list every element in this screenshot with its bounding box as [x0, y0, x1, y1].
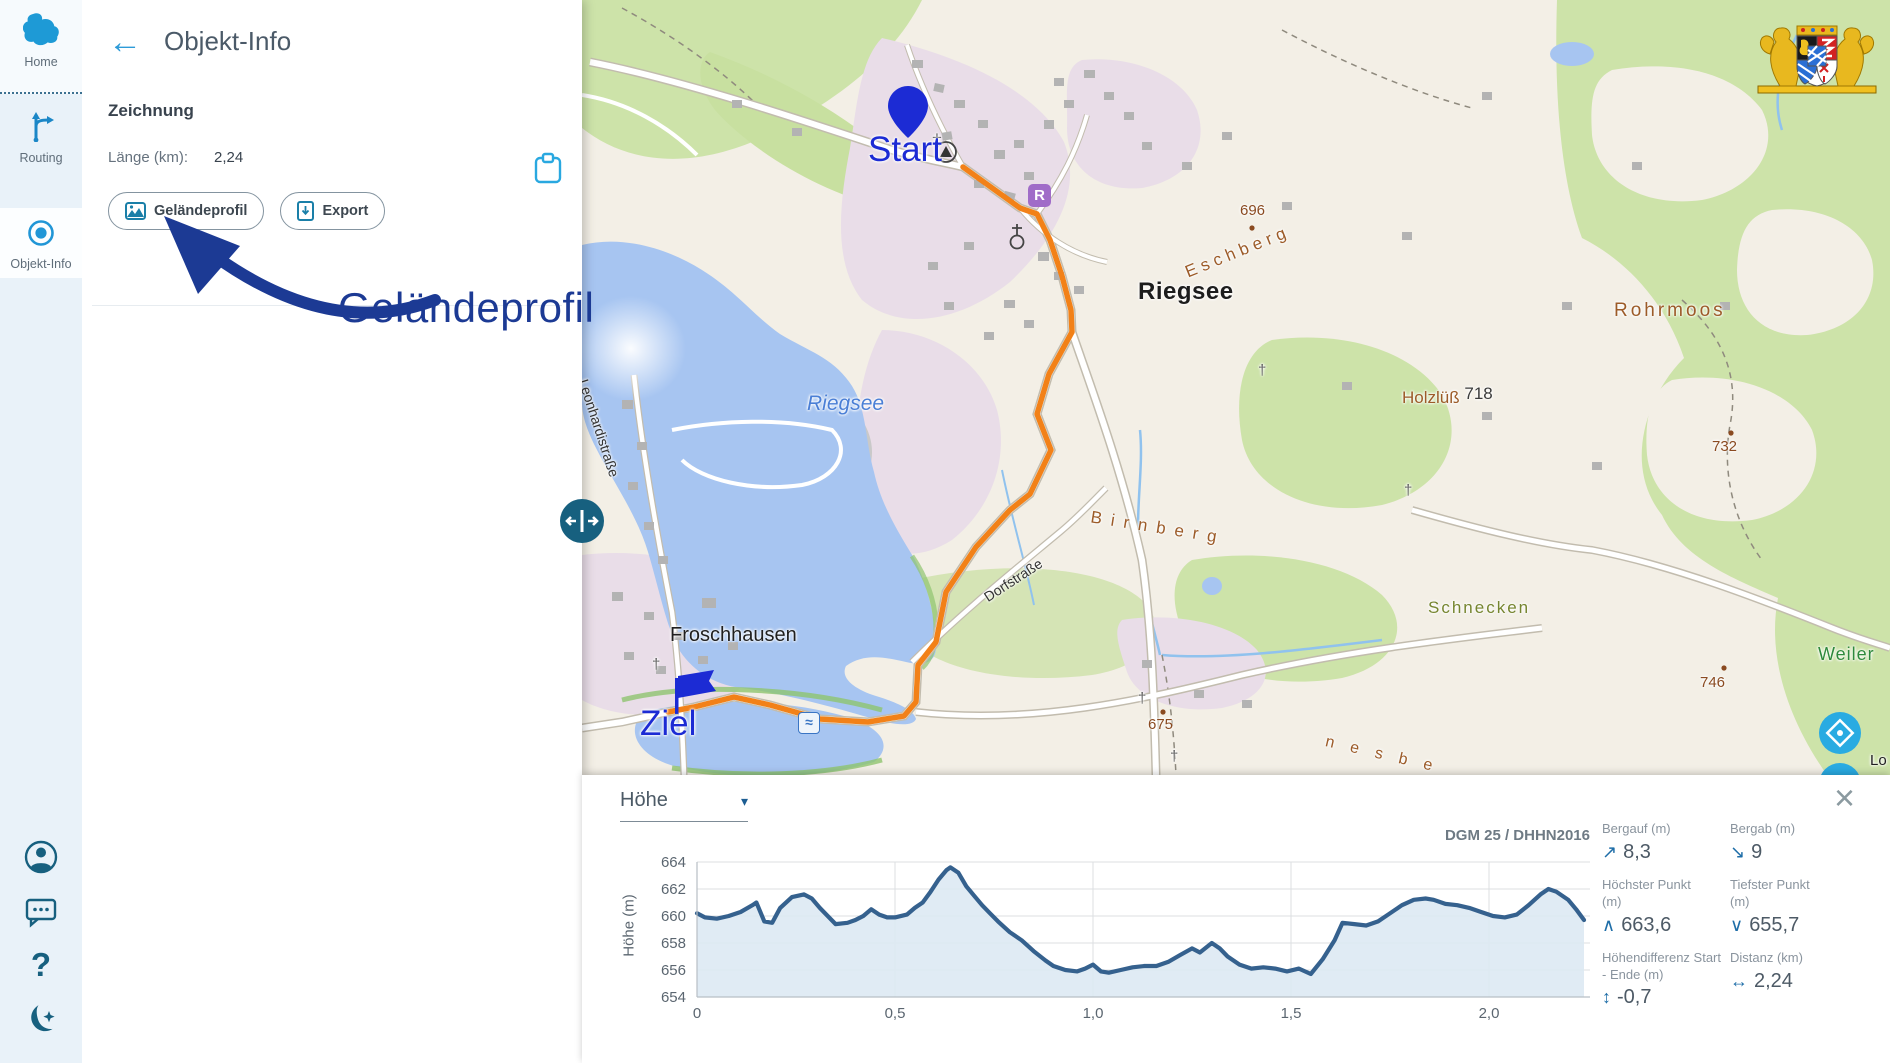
stat-hoechster-punkt: Höchster Punkt (m) ∧ 663,6: [1602, 876, 1691, 936]
account-icon[interactable]: [23, 839, 59, 875]
ziel-flag-icon: [675, 670, 716, 714]
feedback-chat-icon[interactable]: [23, 893, 59, 929]
peak-arrow-icon: ∧: [1602, 914, 1616, 935]
map-spot-696: 696: [1240, 202, 1266, 219]
wayside-cross-icon: †: [1258, 362, 1267, 379]
help-icon[interactable]: ?: [30, 946, 52, 983]
map-spot-746: 746: [1700, 674, 1726, 691]
bavaria-coat-of-arms: [1757, 25, 1877, 94]
routing-icon: [32, 112, 54, 143]
restaurant-badge: R: [1028, 184, 1051, 207]
sidebar-item-home[interactable]: Home: [0, 0, 82, 94]
locate-button-icon: [1819, 712, 1861, 775]
sidebar-item-objekt-info[interactable]: Objekt-Info: [0, 208, 82, 278]
start-pin-icon: [888, 86, 928, 138]
elevation-stats: Bergauf (m) ↗ 8,3 Bergab (m) ↘ 9 Höchster …: [1602, 821, 1890, 1009]
x-tick: 0: [692, 1005, 702, 1022]
map-canvas[interactable]: Riegsee Riegsee Froschhausen Eschberg Ro…: [582, 0, 1890, 775]
wayside-cross-icon: †: [1404, 482, 1413, 499]
panel-title: Objekt-Info: [164, 26, 292, 56]
x-tick: 0,5: [884, 1005, 906, 1022]
stat-tiefster-punkt: Tiefster Punkt (m) ∨ 655,7: [1730, 876, 1810, 936]
y-tick: 658: [660, 935, 686, 952]
sidebar: Home Routing Objekt-Info ?: [0, 0, 82, 1063]
start-marker-label: Start: [868, 130, 942, 169]
map-label-holzluess-elev: 718: [1464, 384, 1493, 403]
profile-attribute-select[interactable]: Höhe ▾: [620, 789, 748, 822]
building-cluster: [612, 60, 1730, 708]
stat-bergauf: Bergauf (m) ↗ 8,3: [1602, 821, 1671, 863]
stat-hoehendifferenz: Höhendifferenz Start - Ende (m) ↕ -0,7: [1602, 949, 1721, 1009]
map-label-lake: Riegsee: [807, 392, 885, 415]
copy-clipboard-icon[interactable]: [534, 152, 562, 184]
map-spot-732: 732: [1712, 438, 1738, 455]
y-tick: 660: [660, 908, 686, 925]
wayside-cross-icon: †: [1138, 690, 1147, 707]
map-label-town: Riegsee: [1138, 278, 1234, 305]
map-spot-675: 675: [1148, 716, 1174, 733]
sidebar-item-routing[interactable]: Routing: [0, 94, 82, 186]
profile-attribute-select-value: Höhe: [620, 789, 668, 811]
map-label-holzluess: Holzlüß 718: [1402, 384, 1493, 407]
chart-y-axis-title: Höhe (m): [620, 894, 638, 957]
length-label: Länge (km):: [108, 149, 189, 166]
church-cross-icon: +: [932, 128, 942, 147]
y-tick: 654: [660, 989, 686, 1006]
elevation-area: [697, 867, 1584, 997]
x-tick: 1,0: [1082, 1005, 1104, 1022]
dark-mode-moon-icon[interactable]: [23, 1001, 59, 1037]
map-label-rohrmoos: Rohrmoos: [1614, 300, 1726, 321]
y-tick: 664: [660, 854, 686, 871]
export-button[interactable]: Export: [280, 192, 386, 230]
sidebar-item-label: Home: [24, 55, 58, 69]
panel-resize-handle[interactable]: [559, 498, 605, 544]
objekt-info-icon: [28, 220, 54, 246]
swim-badge: ≈: [798, 712, 820, 734]
export-download-icon: [297, 201, 315, 221]
map-label-weiler: Weiler: [1818, 644, 1875, 664]
sidebar-bottom-icons: ?: [0, 821, 82, 1055]
stat-bergab: Bergab (m) ↘ 9: [1730, 821, 1796, 863]
wayside-cross-icon: †: [1170, 748, 1179, 765]
elevation-line: [694, 865, 1587, 977]
map-label-froschhausen: Froschhausen: [670, 624, 797, 646]
section-heading: Zeichnung: [108, 101, 194, 120]
export-button-label: Export: [322, 203, 369, 219]
chevron-down-icon: ▾: [740, 793, 748, 809]
fountain-icon: [1009, 224, 1025, 250]
leftright-arrow-icon: ↔: [1730, 970, 1748, 991]
y-tick: 662: [660, 881, 686, 898]
bavaria-home-icon: [22, 13, 59, 46]
annotation-arrow: [164, 216, 441, 319]
ziel-marker-label: Ziel: [640, 704, 697, 743]
y-tick: 656: [660, 962, 686, 979]
map-label-fragment-lo: Lo: [1870, 752, 1887, 769]
terrain-profile-icon: [125, 202, 146, 220]
valley-arrow-icon: ∨: [1730, 914, 1744, 935]
sidebar-item-label: Objekt-Info: [10, 257, 72, 271]
annotation-halo: [582, 296, 686, 401]
map-base-layer: [582, 0, 1890, 775]
viewpoint-icon: [935, 141, 957, 163]
downhill-arrow-icon: ↘: [1730, 841, 1746, 862]
updown-arrow-icon: ↕: [1602, 987, 1611, 1008]
uphill-arrow-icon: ↗: [1602, 841, 1618, 862]
map-label-schnecken: Schnecken: [1428, 598, 1531, 617]
elevation-profile-panel: Höhe ▾ × DGM 25 / DHHN2016 Höhe (m) 664 …: [582, 775, 1890, 1063]
elevation-source-label: DGM 25 / DHHN2016: [1444, 827, 1590, 844]
back-arrow-button[interactable]: ←: [108, 22, 142, 61]
x-tick: 2,0: [1478, 1005, 1500, 1022]
sidebar-item-label: Routing: [19, 151, 63, 165]
length-value: 2,24: [214, 149, 244, 166]
terrain-profile-button[interactable]: Geländeprofil: [108, 192, 265, 230]
close-profile-button[interactable]: ×: [1834, 777, 1856, 818]
wayside-cross-icon: †: [652, 656, 661, 673]
elevation-chart-plot[interactable]: [582, 775, 1890, 1063]
stat-distanz: Distanz (km) ↔ 2,24: [1730, 949, 1803, 992]
terrain-profile-button-label: Geländeprofil: [154, 203, 248, 219]
x-tick: 1,5: [1280, 1005, 1302, 1022]
objekt-info-panel: ← Objekt-Info Zeichnung Länge (km): 2,24…: [82, 0, 582, 1063]
